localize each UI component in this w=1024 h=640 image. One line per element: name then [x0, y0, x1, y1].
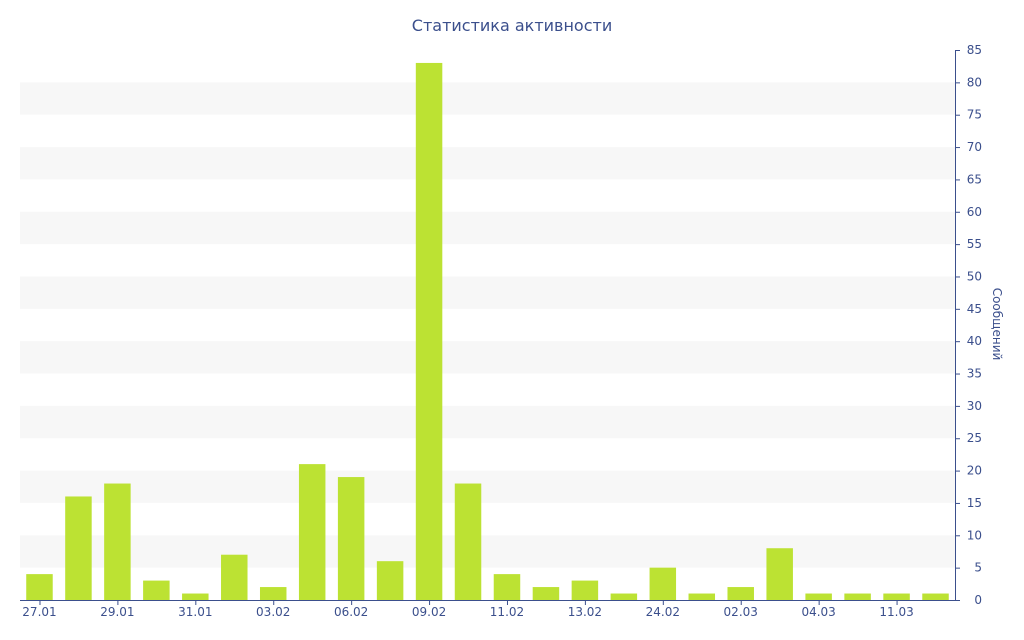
y-tick-label: 25 — [967, 431, 982, 445]
bars — [26, 62, 949, 601]
y-tick-label: 10 — [967, 528, 982, 542]
bar-29.01 — [104, 483, 131, 600]
bar-01.02 — [221, 554, 248, 600]
y-tick-label: 5 — [974, 561, 982, 575]
y-tick-label: 0 — [974, 593, 982, 607]
grid-bands — [20, 82, 955, 568]
bar-31.01 — [182, 593, 209, 600]
x-tick-label: 11.02 — [490, 605, 524, 619]
bar-02.03 — [727, 587, 754, 600]
x-tick-label: 31.01 — [178, 605, 212, 619]
grid-band — [20, 405, 955, 439]
y-tick-label: 80 — [967, 75, 982, 89]
bar-30.01 — [143, 580, 170, 600]
grid-band — [20, 470, 955, 503]
y-axis-label: Сообщений — [990, 288, 1004, 361]
y-tick-label: 85 — [967, 43, 982, 57]
x-tick-label: 13.02 — [568, 605, 602, 619]
y-tick-label: 50 — [967, 269, 982, 283]
bar-13.02 — [571, 580, 599, 600]
bar-04.03 — [805, 593, 832, 600]
x-tick-label: 27.01 — [22, 605, 56, 619]
grid-band — [20, 82, 955, 115]
chart-title: Статистика активности — [412, 16, 612, 35]
bar-27.01 — [26, 574, 53, 600]
y-tick-label: 35 — [967, 367, 982, 381]
x-tick-label: 04.03 — [801, 605, 835, 619]
grid-band — [20, 147, 955, 180]
bar-24.02 — [649, 567, 677, 600]
x-tick-label: 06.02 — [334, 605, 368, 619]
bar-07.02 — [376, 561, 404, 600]
bar-10.02 — [454, 483, 482, 600]
y-tick-label: 30 — [967, 399, 982, 413]
x-tick-label: 02.03 — [724, 605, 758, 619]
bar-06.03 — [844, 593, 871, 600]
y-tick-label: 65 — [967, 172, 982, 186]
y-tick-label: 15 — [967, 496, 982, 510]
y-tick-label: 40 — [967, 334, 982, 348]
x-tick-label: 11.03 — [879, 605, 913, 619]
bar-26.02 — [688, 593, 716, 600]
y-tick-label: 60 — [967, 205, 982, 219]
x-tick-label: 29.01 — [100, 605, 134, 619]
y-tick-label: 55 — [967, 237, 982, 251]
y-tick-label: 45 — [967, 302, 982, 316]
bar-03.03 — [766, 548, 793, 600]
x-tick-label: 09.02 — [412, 605, 446, 619]
y-tick-label: 20 — [967, 464, 982, 478]
x-tick-label: 24.02 — [646, 605, 680, 619]
grid-band — [20, 276, 955, 309]
bar-11.03 — [883, 593, 910, 600]
grid-band — [20, 535, 955, 568]
bar-06.02 — [337, 477, 365, 600]
y-tick-label: 70 — [967, 140, 982, 154]
x-tick-label: 03.02 — [256, 605, 290, 619]
x-axis-ticks: 27.01 29.01 31.01 03.02 06.02 09.02 11.02 13.02… — [22, 600, 914, 619]
bar-11.02 — [493, 574, 521, 600]
bar-12.02 — [532, 587, 560, 600]
axes — [20, 50, 956, 601]
bar-12.03 — [922, 593, 949, 600]
bar-04.02 — [298, 464, 326, 600]
grid-band — [20, 211, 955, 245]
grid-band — [20, 341, 955, 374]
bar-09.02 — [415, 62, 443, 601]
y-tick-label: 75 — [967, 108, 982, 122]
bar-03.02 — [259, 587, 287, 600]
bar-14.02 — [610, 593, 638, 600]
bar-28.01 — [65, 496, 92, 600]
y-axis-ticks: 0 5 10 15 20 25 30 35 40 45 50 55 60 65 70 75 80 85 — [955, 43, 982, 607]
